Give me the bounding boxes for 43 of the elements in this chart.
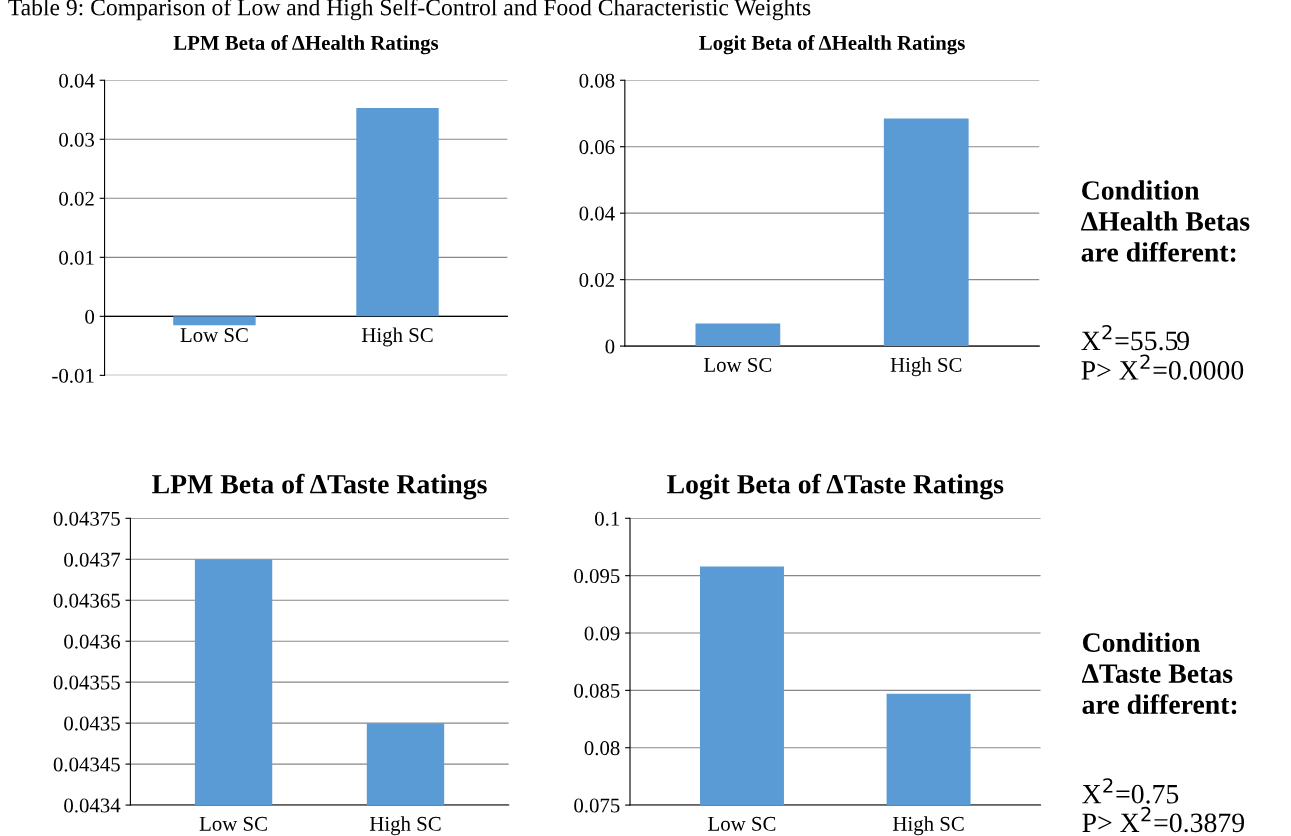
chart-title: Logit Beta of ΔTaste Ratings bbox=[667, 473, 1004, 500]
x-tick-label: Low SC bbox=[704, 357, 772, 372]
y-tick-label: 0.04355 bbox=[53, 675, 120, 690]
y-tick-label: 0.0437 bbox=[64, 552, 121, 567]
x-tick-label: High SC bbox=[893, 816, 964, 836]
y-tick-label: 0.08 bbox=[579, 73, 615, 88]
y-tick-label: 0.085 bbox=[574, 683, 620, 698]
y-tick-label: 0.04 bbox=[59, 73, 95, 88]
y-tick-label: 0.1 bbox=[595, 511, 620, 526]
y-tick-label: 0.01 bbox=[59, 250, 94, 265]
x-tick-label: Low SC bbox=[199, 816, 267, 831]
y-tick-label: 0 bbox=[605, 339, 615, 354]
x-tick-label: Low SC bbox=[708, 816, 776, 831]
x-tick-label: Low SC bbox=[180, 328, 248, 343]
y-tick-label: 0.0434 bbox=[64, 798, 121, 813]
y-tick-label: 0.02 bbox=[579, 273, 614, 288]
text: P> X$^{2}$=0.0000 bbox=[1081, 354, 1244, 380]
text: X$^{2}$=55.59 bbox=[1081, 324, 1189, 351]
y-tick-label: 0.075 bbox=[574, 798, 620, 813]
y-tick-label: 0.08 bbox=[584, 741, 620, 756]
y-tick-label: 0.04365 bbox=[53, 593, 120, 608]
y-tick-label: 0 bbox=[85, 309, 95, 324]
y-tick-label: 0.06 bbox=[579, 140, 615, 155]
text: Condition ΔTaste Betas are different: bbox=[1081, 632, 1237, 715]
chart-title: LPM Beta of ΔTaste Ratings bbox=[152, 473, 487, 500]
text: Condition ΔHealth Betas are different: bbox=[1081, 180, 1250, 262]
y-tick-label: -0.01 bbox=[52, 368, 94, 383]
x-tick-label: High SC bbox=[361, 327, 433, 347]
y-tick-label: 0.03 bbox=[59, 132, 95, 147]
y-tick-label: 0.0435 bbox=[64, 716, 120, 731]
chart-title: LPM Beta of ΔHealth Ratings bbox=[173, 35, 439, 55]
text: X$^{2}$=0.75 bbox=[1082, 778, 1179, 804]
text: P> X$^{2}$=0.3879 bbox=[1082, 806, 1245, 833]
y-tick-label: 0.04 bbox=[579, 206, 615, 221]
y-tick-label: 0.02 bbox=[59, 191, 94, 206]
x-tick-label: High SC bbox=[890, 357, 962, 377]
x-tick-label: High SC bbox=[369, 816, 441, 836]
y-tick-label: 0.0436 bbox=[64, 634, 121, 649]
y-tick-label: 0.09 bbox=[584, 626, 620, 641]
y-tick-label: 0.095 bbox=[574, 569, 620, 584]
y-tick-label: 0.04375 bbox=[53, 511, 120, 526]
chart-title: Logit Beta of ΔHealth Ratings bbox=[699, 35, 965, 55]
y-tick-label: 0.04345 bbox=[53, 757, 120, 772]
